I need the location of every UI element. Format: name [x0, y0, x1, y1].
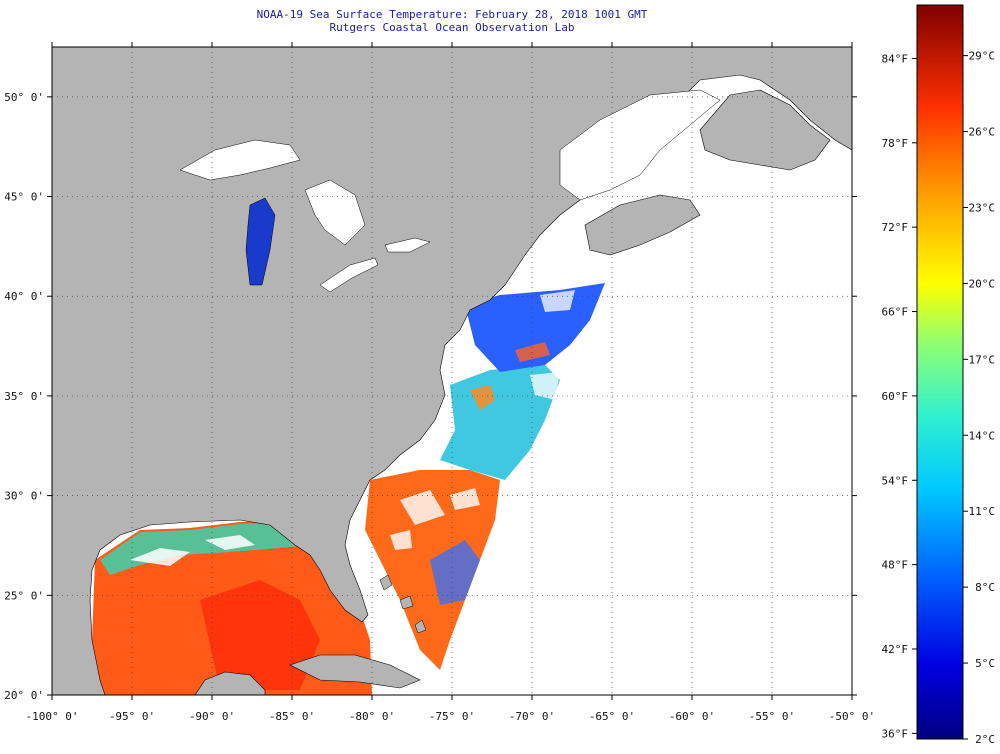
map-title: NOAA-19 Sea Surface Temperature: Februar… [256, 8, 648, 21]
colorbar-c-label: 17°C [969, 353, 996, 366]
grid-lines [52, 47, 852, 695]
colorbar-c-label: 11°C [969, 505, 996, 518]
lon-tick-label: -75° 0' [429, 710, 475, 723]
lat-tick-label: 25° 0' [4, 589, 44, 602]
land-bahamas [379, 574, 427, 634]
colorbar-f-label: 54°F [882, 474, 909, 487]
gulf-loop-current [200, 580, 320, 690]
colorbar-f-label: 84°F [882, 52, 909, 65]
lon-tick-label: -50° 0' [829, 710, 875, 723]
lake-huron [304, 179, 366, 246]
lat-tick-label: 40° 0' [4, 290, 44, 303]
colorbar-c-label: 26°C [969, 126, 996, 139]
colorbar-c-label: 20°C [969, 277, 996, 290]
latitude-axis: 20° 0' 25° 0' 30° 0' 35° 0' 40° 0' 45° 0' 50° … [4, 91, 857, 702]
colorbar-c-label: 14°C [969, 429, 996, 442]
colorbar-f-label: 48°F [882, 559, 909, 572]
colorbar-c-label: 8°C [975, 581, 995, 594]
land-newfoundland [699, 89, 831, 171]
gulf-of-st-lawrence [559, 89, 721, 201]
lon-tick-label: -55° 0' [749, 710, 795, 723]
lon-tick-label: -70° 0' [509, 710, 555, 723]
lake-erie [319, 257, 379, 293]
lon-tick-label: -85° 0' [269, 710, 315, 723]
lon-tick-label: -90° 0' [189, 710, 235, 723]
lat-tick-label: 35° 0' [4, 390, 44, 403]
land-yucatan [194, 671, 266, 695]
atlantic-swath-blue-patch [430, 540, 480, 605]
lake-michigan [245, 197, 276, 286]
gulf-coastal-cloud [130, 535, 255, 566]
lat-tick-label: 20° 0' [4, 689, 44, 702]
atlantic-warm-eddy [470, 385, 495, 410]
land-nova-scotia [584, 194, 701, 256]
atlantic-swath-clouds-north [530, 290, 575, 400]
atlantic-swath-middle [440, 365, 560, 480]
lon-tick-label: -95° 0' [109, 710, 155, 723]
colorbar-celsius-labels: 29°C 26°C 23°C 20°C 17°C 14°C 11°C 8°C 5°C 2°C [963, 50, 995, 746]
colorbar-fahrenheit-labels: 84°F 78°F 72°F 66°F 60°F 54°F 48°F 42°F 36°F [882, 52, 917, 740]
lake-superior [179, 139, 301, 181]
colorbar-c-label: 23°C [969, 201, 996, 214]
lon-tick-label: -100° 0' [26, 710, 79, 723]
title-block: NOAA-19 Sea Surface Temperature: Februar… [52, 8, 852, 34]
map-subtitle: Rutgers Coastal Ocean Observation Lab [329, 21, 575, 34]
colorbar-f-label: 66°F [882, 306, 909, 319]
lon-tick-label: -65° 0' [589, 710, 635, 723]
colorbar [916, 4, 964, 740]
lake-ontario [384, 237, 431, 253]
colorbar-f-label: 42°F [882, 643, 909, 656]
lon-tick-label: -60° 0' [669, 710, 715, 723]
colorbar-c-label: 2°C [975, 733, 995, 746]
colorbar-f-label: 60°F [882, 390, 909, 403]
lat-tick-label: 30° 0' [4, 490, 44, 503]
atlantic-warm-streak [515, 342, 550, 362]
lon-tick-label: -80° 0' [349, 710, 395, 723]
land-cuba [289, 654, 421, 689]
lat-tick-label: 45° 0' [4, 191, 44, 204]
colorbar-c-label: 29°C [969, 50, 996, 63]
colorbar-f-label: 36°F [882, 727, 909, 740]
lat-tick-label: 50° 0' [4, 91, 44, 104]
colorbar-c-label: 5°C [975, 657, 995, 670]
longitude-axis: -100° 0' -95° 0' -90° 0' -85° 0' -80° 0' -75°… [26, 42, 875, 723]
atlantic-swath-clouds [390, 488, 480, 550]
colorbar-f-label: 78°F [882, 137, 909, 150]
colorbar-f-label: 72°F [882, 221, 909, 234]
